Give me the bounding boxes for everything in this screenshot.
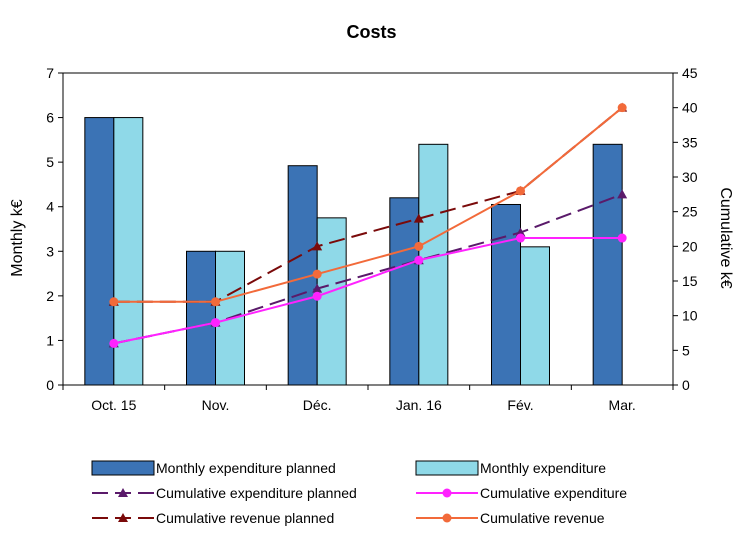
y-tick-label: 1 (46, 332, 54, 348)
x-tick-label: Oct. 15 (91, 397, 136, 413)
y2-axis-label: Cumulative k€ (717, 187, 734, 288)
data-point (312, 283, 323, 293)
y-tick-label: 3 (46, 243, 54, 259)
legend-swatch (415, 460, 479, 476)
data-point (211, 297, 220, 307)
y-tick-label: 5 (46, 154, 54, 170)
bar (592, 143, 623, 386)
line-series (108, 102, 628, 348)
y-tick-label: 7 (46, 65, 54, 81)
y2-tick-label: 25 (682, 204, 698, 220)
y2-tick-label: 5 (682, 342, 690, 358)
y-tick-label: 4 (46, 199, 54, 215)
legend-label: Cumulative expenditure planned (156, 485, 357, 501)
legend-label: Cumulative expenditure (480, 485, 627, 501)
data-point (516, 186, 525, 196)
y-axis-label: Monthly k€ (9, 199, 26, 276)
data-point (312, 291, 322, 301)
data-point (109, 297, 119, 307)
legend-label: Monthly expenditure planned (156, 460, 336, 476)
data-point (414, 255, 424, 265)
y-tick-label: 2 (46, 288, 54, 304)
y-tick-label: 0 (46, 377, 54, 393)
data-point (617, 233, 627, 243)
data-point (211, 318, 220, 328)
legend-label: Cumulative revenue planned (156, 510, 334, 526)
legend-marker (118, 488, 128, 497)
legend-label: Cumulative revenue (480, 510, 605, 526)
legend-marker (442, 488, 452, 498)
x-tick-label: Mar. (609, 397, 636, 413)
data-point (413, 213, 424, 223)
y2-tick-label: 0 (682, 377, 690, 393)
legend-marker (118, 513, 128, 522)
legend: Monthly expenditure planned Monthly expen… (91, 460, 627, 526)
y2-tick-label: 45 (682, 65, 698, 81)
x-tick-label: Fév. (507, 397, 533, 413)
data-point (312, 241, 323, 251)
data-point (312, 269, 322, 279)
legend-swatch (91, 460, 155, 476)
y2-tick-label: 10 (682, 308, 698, 324)
data-point (109, 338, 119, 348)
x-tick-label: Nov. (202, 397, 230, 413)
bar (113, 117, 144, 386)
y-tick-label: 6 (46, 110, 54, 126)
y2-tick-label: 15 (682, 273, 698, 289)
y2-tick-label: 40 (682, 100, 698, 116)
data-point (516, 233, 525, 243)
data-point (617, 189, 628, 199)
bar (84, 117, 115, 386)
data-point (617, 103, 627, 113)
bar (186, 250, 216, 386)
bar-series (84, 117, 623, 386)
y2-tick-label: 35 (682, 134, 698, 150)
bar (520, 246, 550, 386)
bar (389, 197, 420, 386)
bar (491, 203, 521, 386)
x-tick-label: Jan. 16 (396, 397, 442, 413)
legend-marker (442, 513, 452, 523)
series-line (113, 193, 623, 345)
plot-area (62, 72, 674, 386)
data-point (414, 241, 424, 251)
y2-tick-label: 20 (682, 238, 698, 254)
series-line (113, 237, 623, 345)
series-line (113, 106, 623, 303)
legend-label: Monthly expenditure (480, 460, 606, 476)
data-point (515, 227, 526, 237)
bar (418, 143, 449, 386)
x-tick-label: Déc. (303, 397, 332, 413)
y2-tick-label: 30 (682, 169, 698, 185)
chart-title: Costs (346, 22, 397, 42)
